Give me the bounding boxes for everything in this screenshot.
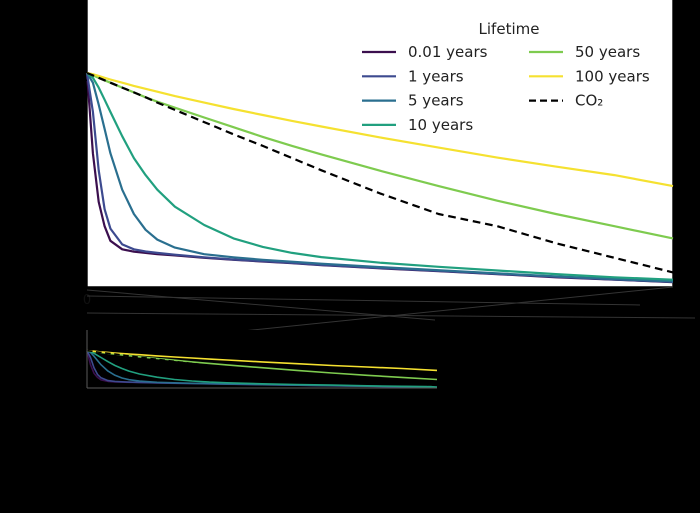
legend-title: Lifetime	[479, 20, 540, 38]
legend-entry-5-years: 5 years	[362, 92, 464, 110]
inset-plot-lines	[86, 349, 438, 388]
inset-co-line	[86, 349, 438, 387]
legend: Lifetime 0.01 years 1 years 5 years 10 year…	[362, 20, 650, 134]
legend-entry-1-years: 1 years	[362, 67, 464, 85]
main-10-years-line	[86, 72, 674, 281]
legend-label: 5 years	[408, 92, 464, 110]
legend-label: 10 years	[408, 116, 473, 134]
main-plot-background	[87, 0, 673, 287]
inset-plot-background	[87, 330, 437, 388]
main-50-years-line	[86, 71, 674, 240]
legend-label: 0.01 years	[408, 43, 488, 61]
legend-entry-0-01-years: 0.01 years	[362, 43, 488, 61]
legend-entry-100-years: 100 years	[529, 67, 650, 85]
legend-entries: 0.01 years 1 years 5 years 10 years 50 years…	[362, 43, 650, 134]
legend-label: 1 years	[408, 67, 464, 85]
main-100-years-line	[86, 71, 674, 188]
inset-10-years-line	[86, 349, 438, 388]
legend-label: 50 years	[575, 43, 640, 61]
legend-entry-10-years: 10 years	[362, 116, 473, 134]
transition-streaks	[86, 286, 696, 339]
legend-label: CO₂	[575, 92, 603, 110]
main-5-years-line	[86, 72, 674, 283]
legend-entry-co: CO₂	[529, 92, 603, 110]
main-axis-ticks: 0	[82, 38, 674, 308]
inset-axes	[86, 330, 437, 389]
legend-entry-50-years: 50 years	[529, 43, 640, 61]
main-co-line	[86, 71, 674, 274]
x-tick-label: 0	[83, 293, 91, 308]
main-plot-lines	[85, 71, 674, 284]
main-axes	[86, 0, 674, 288]
legend-label: 100 years	[575, 67, 650, 85]
